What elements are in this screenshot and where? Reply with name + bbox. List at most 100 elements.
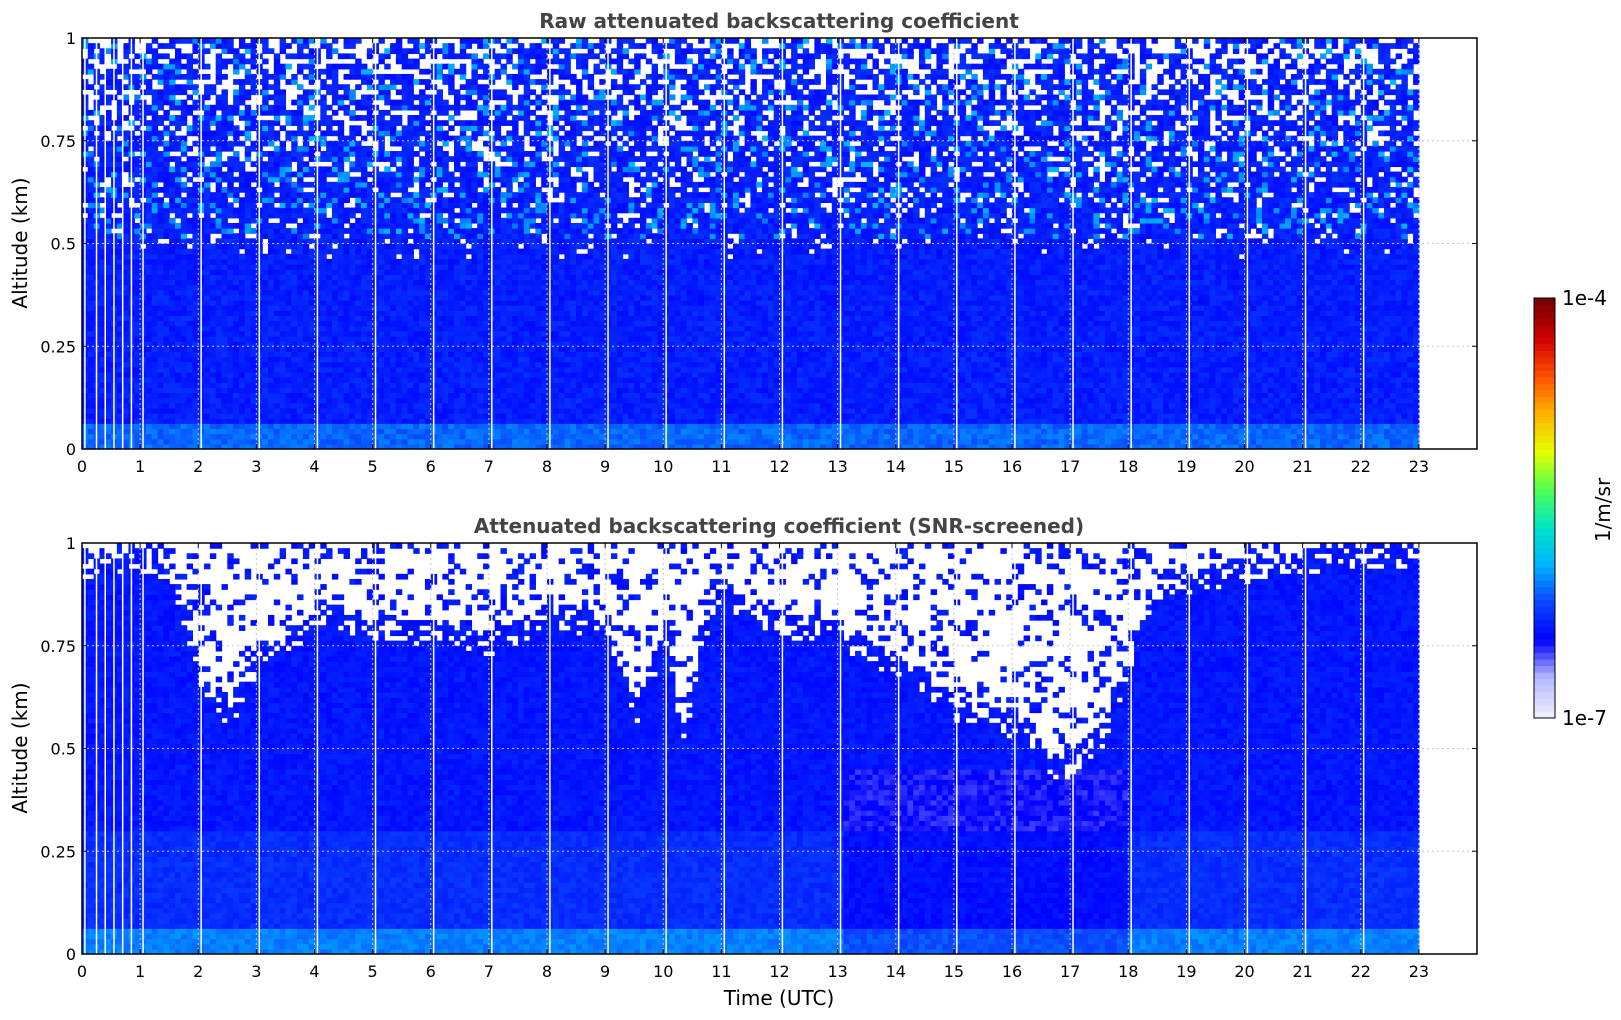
- heatmap-cell: [343, 305, 350, 311]
- heatmap-cell: [221, 130, 228, 137]
- heatmap-cell: [87, 135, 95, 142]
- heatmap-cell: [442, 156, 449, 162]
- heatmap-cell: [395, 423, 403, 430]
- heatmap-cell: [105, 351, 112, 358]
- heatmap-cell: [331, 248, 339, 255]
- heatmap-cell: [268, 212, 275, 219]
- heatmap-cell: [186, 310, 194, 317]
- heatmap-cell: [105, 197, 112, 203]
- heatmap-cell: [471, 356, 478, 363]
- heatmap-cell: [145, 356, 153, 363]
- heatmap-cell: [459, 120, 467, 126]
- heatmap-cell: [163, 382, 170, 388]
- heatmap-cell: [134, 197, 141, 203]
- heatmap-cell: [407, 294, 414, 301]
- heatmap-cell: [436, 361, 443, 368]
- heatmap-cell: [465, 402, 473, 409]
- heatmap-cell: [87, 351, 95, 358]
- heatmap-cell: [215, 228, 223, 234]
- heatmap-cell: [99, 171, 106, 178]
- heatmap-cell: [262, 43, 269, 49]
- heatmap-cell: [157, 217, 164, 224]
- heatmap-cell: [331, 192, 339, 198]
- heatmap-cell: [297, 207, 304, 214]
- heatmap-cell: [401, 341, 409, 347]
- heatmap-cell: [471, 382, 478, 388]
- heatmap-cell: [442, 341, 449, 347]
- heatmap-cell: [361, 212, 368, 219]
- heatmap-cell: [151, 356, 159, 363]
- heatmap-cell: [209, 433, 217, 440]
- heatmap-cell: [175, 53, 182, 60]
- heatmap-cell: [175, 294, 182, 301]
- heatmap-cell: [366, 428, 374, 435]
- heatmap-cell: [273, 387, 281, 394]
- heatmap-cell: [285, 274, 292, 281]
- heatmap-cell: [448, 428, 455, 435]
- heatmap-cell: [366, 243, 374, 250]
- heatmap-cell: [163, 443, 170, 449]
- heatmap-cell: [273, 79, 281, 85]
- heatmap-cell: [279, 161, 287, 168]
- heatmap-cell: [436, 151, 443, 157]
- heatmap-cell: [221, 341, 228, 347]
- heatmap-cell: [233, 207, 240, 214]
- heatmap-cell: [279, 233, 287, 239]
- heatmap-cell: [424, 284, 432, 291]
- heatmap-cell: [105, 330, 112, 337]
- heatmap-cell: [116, 248, 124, 255]
- heatmap-cell: [494, 341, 502, 347]
- heatmap-cell: [180, 294, 188, 301]
- heatmap-cell: [337, 186, 345, 193]
- heatmap-cell: [204, 186, 211, 193]
- heatmap-cell: [483, 438, 490, 445]
- heatmap-cell: [413, 310, 420, 317]
- heatmap-cell: [221, 258, 228, 265]
- heatmap-cell: [297, 233, 304, 239]
- heatmap-cell: [378, 310, 385, 317]
- heatmap-cell: [401, 125, 409, 132]
- heatmap-cell: [116, 207, 124, 214]
- heatmap-cell: [302, 418, 310, 424]
- heatmap-cell: [291, 145, 298, 152]
- heatmap-cell: [308, 346, 316, 352]
- heatmap-cell: [192, 315, 199, 322]
- heatmap-cell: [407, 207, 414, 214]
- heatmap-cell: [250, 120, 257, 126]
- heatmap-cell: [448, 63, 455, 70]
- heatmap-cell: [268, 161, 275, 168]
- heatmap-cell: [105, 387, 112, 394]
- heatmap-cell: [244, 320, 252, 327]
- heatmap-cell: [401, 233, 409, 239]
- heatmap-cell: [459, 38, 467, 44]
- heatmap-cell: [134, 161, 141, 168]
- heatmap-cell: [424, 335, 432, 342]
- heatmap-cell: [419, 68, 426, 75]
- heatmap-cell: [186, 79, 194, 85]
- heatmap-cell: [494, 325, 502, 332]
- heatmap-cell: [378, 356, 385, 363]
- heatmap-cell: [105, 325, 112, 332]
- heatmap-cell: [221, 264, 228, 270]
- heatmap-cell: [308, 222, 316, 229]
- heatmap-cell: [465, 335, 473, 342]
- heatmap-cell: [442, 79, 449, 85]
- heatmap-cell: [494, 402, 502, 409]
- heatmap-cell: [105, 341, 112, 347]
- heatmap-cell: [477, 274, 484, 281]
- heatmap-cell: [87, 192, 95, 198]
- heatmap-cell: [407, 423, 414, 430]
- heatmap-cell: [157, 207, 164, 214]
- heatmap-cell: [244, 228, 252, 234]
- heatmap-cell: [320, 382, 327, 388]
- heatmap-cell: [291, 115, 298, 121]
- heatmap-cell: [465, 382, 473, 388]
- heatmap-cell: [250, 109, 257, 116]
- heatmap-cell: [221, 176, 228, 183]
- heatmap-cell: [169, 289, 176, 296]
- heatmap-cell: [145, 43, 153, 49]
- heatmap-cell: [297, 392, 304, 399]
- heatmap-cell: [349, 43, 356, 49]
- heatmap-cell: [308, 433, 316, 440]
- heatmap-cell: [204, 84, 211, 90]
